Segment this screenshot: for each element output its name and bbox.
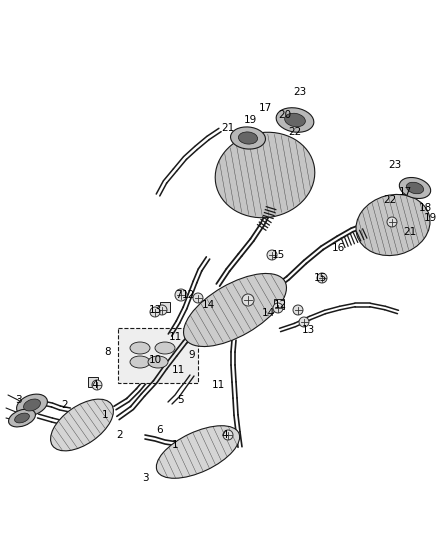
Text: 14: 14	[201, 300, 215, 310]
Text: 21: 21	[221, 123, 235, 133]
Circle shape	[242, 294, 254, 306]
Text: 11: 11	[171, 365, 185, 375]
Bar	[160, 302, 170, 312]
Ellipse shape	[148, 356, 168, 368]
Text: 22: 22	[288, 127, 302, 137]
Text: 5: 5	[177, 395, 184, 405]
Ellipse shape	[356, 195, 430, 255]
Text: 3: 3	[141, 473, 148, 483]
Circle shape	[175, 289, 187, 301]
Ellipse shape	[276, 108, 314, 132]
Text: 14: 14	[261, 308, 275, 318]
Text: 3: 3	[15, 395, 21, 405]
Ellipse shape	[14, 413, 29, 423]
Ellipse shape	[130, 342, 150, 354]
Text: 2: 2	[117, 430, 124, 440]
Ellipse shape	[230, 127, 265, 149]
Text: 7: 7	[175, 290, 181, 300]
Text: 13: 13	[148, 305, 162, 315]
Text: 13: 13	[301, 325, 314, 335]
Ellipse shape	[130, 356, 150, 368]
Text: 16: 16	[332, 243, 345, 253]
Text: 20: 20	[279, 110, 292, 120]
Text: 10: 10	[148, 355, 162, 365]
Text: 12: 12	[181, 290, 194, 300]
Text: 1: 1	[102, 410, 108, 420]
Ellipse shape	[50, 399, 113, 451]
Bar	[274, 299, 284, 309]
Ellipse shape	[238, 132, 258, 144]
Circle shape	[273, 303, 283, 313]
Ellipse shape	[215, 132, 315, 218]
Ellipse shape	[17, 394, 47, 416]
Text: 19: 19	[244, 115, 257, 125]
Text: 11: 11	[168, 332, 182, 342]
Circle shape	[317, 273, 327, 283]
Text: 6: 6	[157, 425, 163, 435]
Text: 17: 17	[399, 187, 412, 197]
FancyBboxPatch shape	[118, 328, 198, 383]
Text: 21: 21	[403, 227, 417, 237]
Circle shape	[299, 317, 309, 327]
Bar	[88, 377, 98, 387]
Ellipse shape	[285, 113, 305, 127]
Text: 12: 12	[273, 300, 286, 310]
Ellipse shape	[399, 177, 431, 198]
Text: 19: 19	[424, 213, 437, 223]
Circle shape	[157, 305, 167, 315]
Text: 1: 1	[172, 440, 178, 450]
Text: 9: 9	[189, 350, 195, 360]
Ellipse shape	[9, 409, 35, 427]
Ellipse shape	[24, 399, 40, 411]
Text: 15: 15	[313, 273, 327, 283]
Text: 4: 4	[92, 380, 98, 390]
Text: 8: 8	[105, 347, 111, 357]
Circle shape	[387, 217, 397, 227]
Text: 18: 18	[418, 203, 431, 213]
Circle shape	[223, 430, 233, 440]
Text: 4: 4	[222, 430, 228, 440]
Circle shape	[92, 380, 102, 390]
Text: 22: 22	[383, 195, 397, 205]
Circle shape	[150, 307, 160, 317]
Text: 23: 23	[293, 87, 307, 97]
Ellipse shape	[184, 273, 286, 346]
Ellipse shape	[155, 342, 175, 354]
Text: 15: 15	[272, 250, 285, 260]
Ellipse shape	[156, 426, 240, 478]
Circle shape	[293, 305, 303, 315]
Circle shape	[267, 250, 277, 260]
Circle shape	[193, 293, 203, 303]
Text: 23: 23	[389, 160, 402, 170]
Text: 2: 2	[62, 400, 68, 410]
Text: 11: 11	[212, 380, 225, 390]
Text: 17: 17	[258, 103, 272, 113]
Ellipse shape	[406, 182, 424, 194]
